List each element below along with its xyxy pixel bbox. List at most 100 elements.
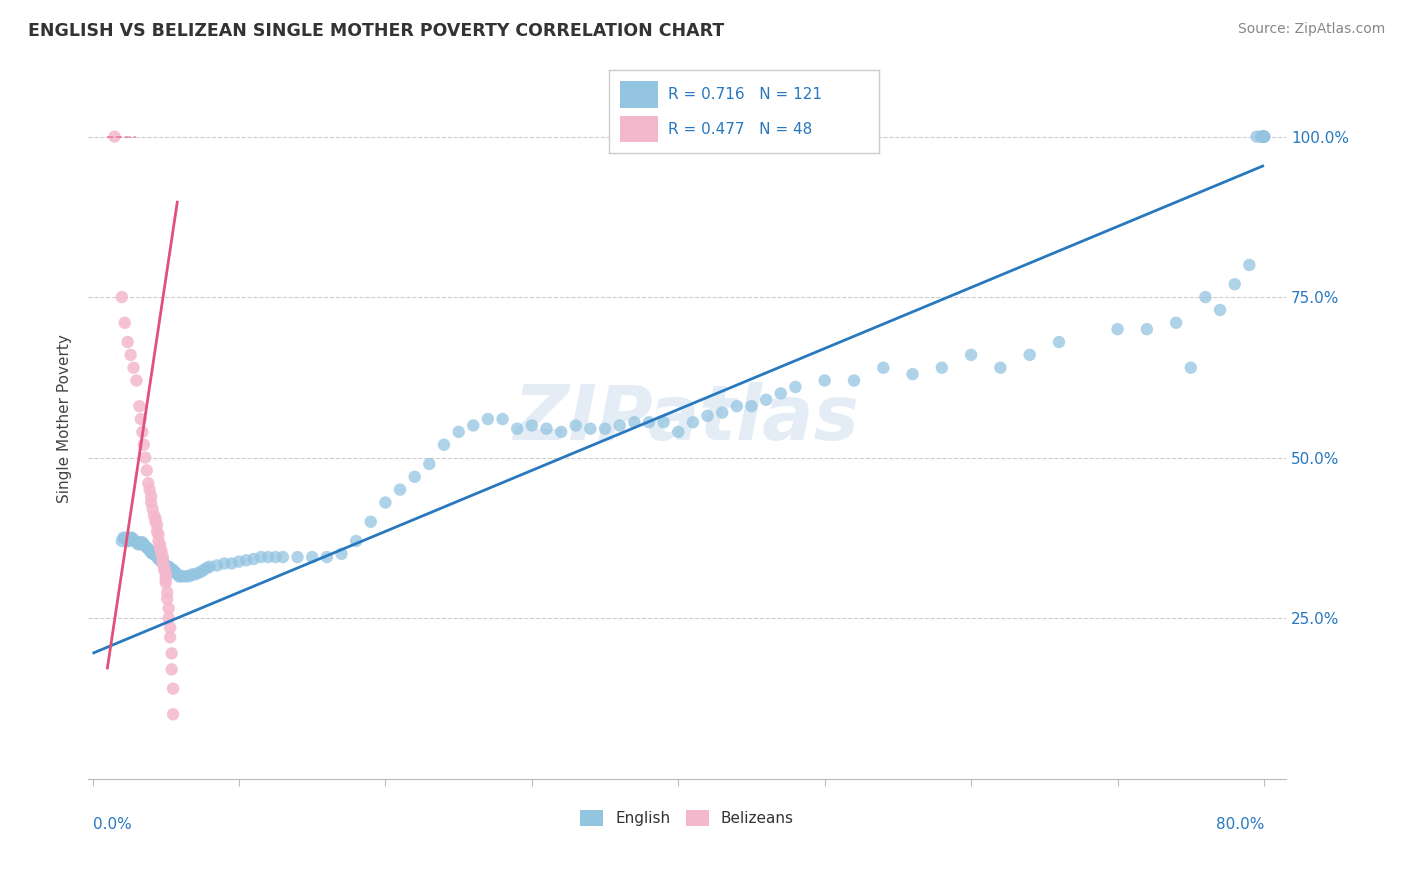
Point: [142, 502, 165, 516]
Point: [157, 601, 180, 615]
Point: [153, 559, 176, 574]
Point: [166, 567, 188, 582]
Point: [150, 555, 173, 569]
Point: [1251, 129, 1274, 144]
Point: [433, 438, 456, 452]
Point: [157, 559, 180, 574]
Point: [159, 561, 181, 575]
Point: [167, 569, 190, 583]
Point: [117, 534, 139, 549]
Point: [149, 537, 172, 551]
Point: [143, 508, 166, 523]
Point: [755, 392, 778, 407]
Point: [134, 539, 156, 553]
Point: [205, 558, 228, 573]
Point: [139, 545, 162, 559]
Point: [146, 550, 169, 565]
Point: [120, 531, 142, 545]
Point: [131, 535, 153, 549]
Point: [221, 557, 243, 571]
Point: [1250, 129, 1272, 144]
Legend: English, Belizeans: English, Belizeans: [574, 804, 800, 832]
Point: [155, 566, 177, 580]
Point: [404, 470, 426, 484]
Point: [152, 557, 174, 571]
Point: [152, 557, 174, 571]
Point: [131, 425, 153, 439]
Point: [463, 418, 485, 433]
Point: [193, 563, 215, 577]
Point: [134, 450, 156, 465]
Point: [228, 555, 250, 569]
Point: [301, 550, 323, 565]
Point: [162, 563, 184, 577]
Point: [135, 463, 157, 477]
Point: [142, 547, 165, 561]
Point: [172, 569, 194, 583]
Point: [159, 630, 181, 644]
Point: [725, 399, 748, 413]
Point: [136, 541, 159, 556]
Point: [148, 552, 170, 566]
Point: [609, 418, 631, 433]
Point: [179, 569, 201, 583]
Point: [159, 621, 181, 635]
Point: [136, 476, 159, 491]
Point: [506, 422, 529, 436]
Point: [1253, 129, 1275, 144]
Point: [1194, 290, 1216, 304]
Point: [565, 418, 588, 433]
Point: [122, 360, 145, 375]
Point: [138, 543, 160, 558]
Point: [374, 495, 396, 509]
Point: [150, 547, 173, 561]
Point: [129, 412, 152, 426]
Point: [1239, 258, 1261, 272]
Point: [124, 534, 146, 549]
Point: [931, 360, 953, 375]
Point: [114, 531, 136, 545]
Point: [145, 511, 167, 525]
Point: [593, 422, 616, 436]
Point: [242, 552, 264, 566]
Point: [152, 553, 174, 567]
Point: [682, 415, 704, 429]
Point: [163, 565, 186, 579]
Point: [1253, 129, 1275, 144]
Point: [122, 533, 145, 547]
Point: [162, 681, 184, 696]
Point: [990, 360, 1012, 375]
Point: [184, 567, 207, 582]
Point: [550, 425, 572, 439]
Point: [520, 418, 543, 433]
Point: [214, 557, 236, 571]
Point: [1166, 316, 1188, 330]
Point: [114, 316, 136, 330]
Point: [162, 707, 184, 722]
Text: ENGLISH VS BELIZEAN SINGLE MOTHER POVERTY CORRELATION CHART: ENGLISH VS BELIZEAN SINGLE MOTHER POVERT…: [28, 22, 724, 40]
Point: [696, 409, 718, 423]
Point: [148, 534, 170, 549]
Point: [1253, 129, 1275, 144]
Point: [160, 662, 183, 676]
Point: [666, 425, 689, 439]
Point: [418, 457, 440, 471]
Point: [257, 550, 280, 565]
Point: [165, 566, 187, 580]
Point: [132, 537, 155, 551]
Point: [152, 550, 174, 565]
Point: [125, 535, 148, 549]
Point: [112, 531, 135, 545]
Point: [187, 566, 209, 580]
Point: [1047, 334, 1070, 349]
Point: [149, 541, 172, 555]
Point: [138, 483, 160, 497]
Point: [1018, 348, 1040, 362]
Point: [128, 399, 150, 413]
Point: [652, 415, 675, 429]
Point: [195, 561, 218, 575]
Point: [1107, 322, 1129, 336]
Point: [125, 374, 148, 388]
Point: [146, 524, 169, 539]
Y-axis label: Single Mother Poverty: Single Mother Poverty: [58, 334, 72, 503]
